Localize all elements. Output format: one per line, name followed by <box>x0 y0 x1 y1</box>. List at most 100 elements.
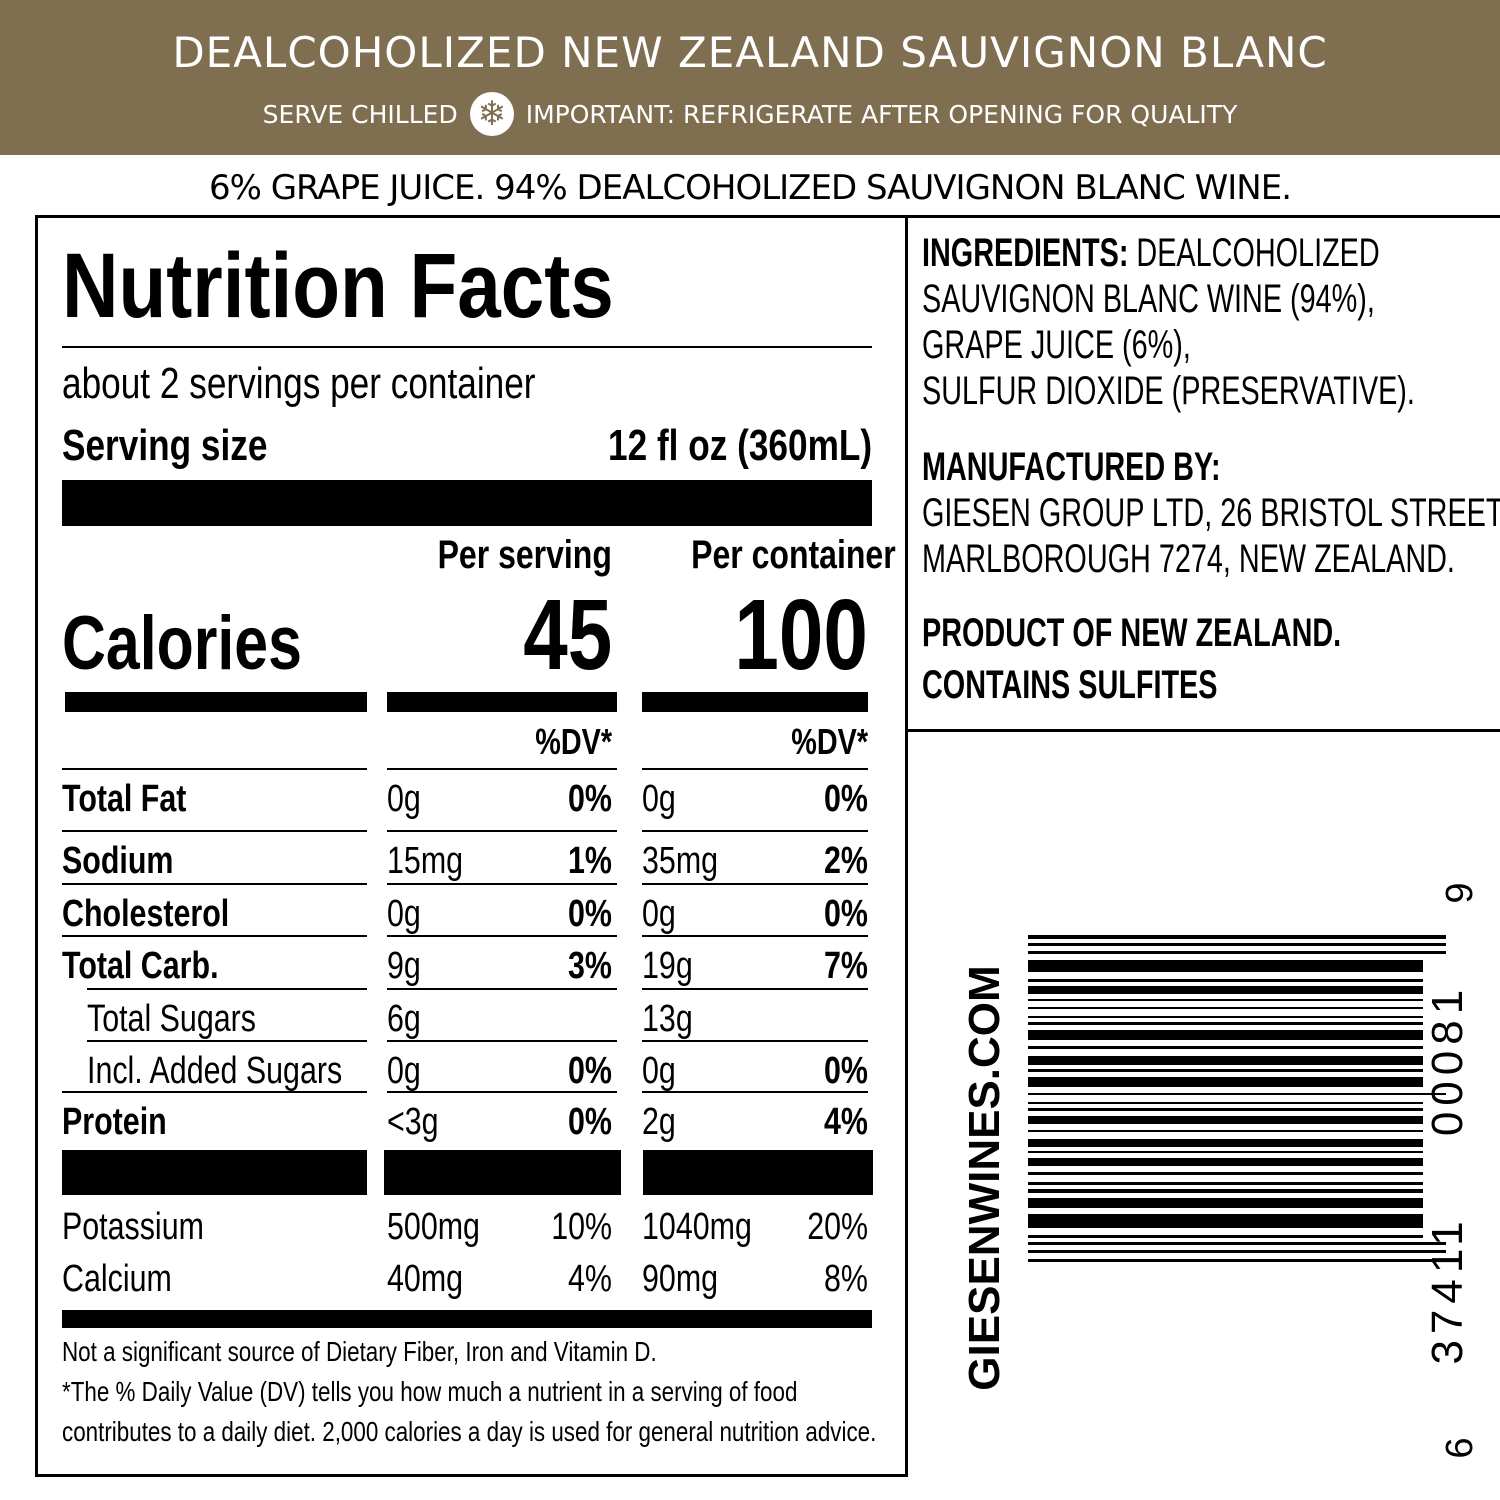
dv-per-container: 2% <box>824 840 868 882</box>
barcode-bar <box>1028 1007 1423 1009</box>
nutrition-facts-panel <box>35 215 908 1477</box>
amount-per-serving: 0g <box>387 893 421 935</box>
dv-per-container: 8% <box>824 1258 868 1300</box>
ingredients-line-2: SAUVIGNON BLANC WINE (94%), <box>922 277 1375 321</box>
barcode-bar <box>1028 1198 1423 1208</box>
amount-per-serving: 0g <box>387 778 421 820</box>
dv-header-container: %DV* <box>791 721 868 762</box>
barcode-bar <box>1028 979 1423 982</box>
barcode-bar <box>1028 943 1446 946</box>
barcode-left-digits: 37411 <box>1423 1215 1472 1365</box>
dv-per-container: 0% <box>824 893 868 935</box>
amount-per-container: 0g <box>642 778 676 820</box>
dv-per-serving: 3% <box>568 945 612 987</box>
barcode-bar <box>1028 986 1423 994</box>
amount-per-serving: 15mg <box>387 840 464 882</box>
footnote-dv-1: *The % Daily Value (DV) tells you how mu… <box>62 1376 798 1407</box>
barcode-bar <box>1028 1151 1423 1153</box>
serving-instructions: SERVE CHILLED ❄ IMPORTANT: REFRIGERATE A… <box>0 92 1500 136</box>
amount-per-serving: 500mg <box>387 1206 480 1248</box>
barcode-bar <box>1028 1130 1423 1132</box>
footnote-not-significant: Not a significant source of Dietary Fibe… <box>62 1336 657 1367</box>
dv-per-serving: 10% <box>551 1206 612 1248</box>
barcode-bar <box>1028 1259 1446 1262</box>
product-title: DEALCOHOLIZED NEW ZEALAND SAUVIGNON BLAN… <box>172 28 1328 77</box>
barcode-bar <box>1028 1189 1423 1193</box>
amount-per-container: 0g <box>642 1050 676 1092</box>
amount-per-container: 13g <box>642 998 693 1040</box>
amount-per-container: 19g <box>642 945 693 987</box>
barcode-bar <box>1028 951 1446 954</box>
mineral-label: Calcium <box>62 1258 172 1300</box>
mineral-label: Potassium <box>62 1206 204 1248</box>
dv-per-serving: 0% <box>568 1050 612 1092</box>
barcode-first-digit: 6 <box>1439 1437 1481 1459</box>
nutrient-label: Total Sugars <box>87 998 256 1040</box>
dv-per-serving: 0% <box>568 778 612 820</box>
serving-size-value: 12 fl oz (360mL) <box>607 421 872 470</box>
amount-per-serving: 0g <box>387 1050 421 1092</box>
amount-per-serving: 40mg <box>387 1258 464 1300</box>
dv-per-container: 20% <box>807 1206 868 1248</box>
nutrient-label: Incl. Added Sugars <box>87 1050 343 1092</box>
nutrient-label: Cholesterol <box>62 893 230 935</box>
amount-per-container: 1040mg <box>642 1206 752 1248</box>
footnote-dv-2: contributes to a daily diet. 2,000 calor… <box>62 1416 877 1447</box>
header-band <box>0 0 1500 155</box>
barcode-bar <box>1028 1116 1423 1124</box>
dv-per-serving: 1% <box>568 840 612 882</box>
barcode-bar <box>1028 1030 1423 1040</box>
barcode-bar <box>1028 1250 1446 1253</box>
snowflake-icon: ❄ <box>469 92 514 136</box>
dv-per-container: 4% <box>824 1101 868 1143</box>
barcode-bar <box>1028 1077 1423 1087</box>
servings-per-container: about 2 servings per container <box>62 359 536 408</box>
manufacturer-line-2: MARLBOROUGH 7274, NEW ZEALAND. <box>922 537 1455 581</box>
barcode-bar <box>1028 960 1423 972</box>
serve-chilled: SERVE CHILLED <box>262 99 458 129</box>
barcode-bar <box>1028 1242 1446 1245</box>
website[interactable]: GIESENWINES.COM <box>960 965 1009 1391</box>
ingredients-line-3: GRAPE JUICE (6%), <box>922 323 1191 367</box>
amount-per-serving: 6g <box>387 998 421 1040</box>
calories-label: Calories <box>62 601 302 686</box>
nutrition-title: Nutrition Facts <box>62 235 614 337</box>
amount-per-container: 35mg <box>642 840 719 882</box>
refrigerate-note: IMPORTANT: REFRIGERATE AFTER OPENING FOR… <box>525 99 1238 129</box>
dv-per-container: 0% <box>824 778 868 820</box>
barcode-bar <box>1028 1172 1423 1175</box>
amount-per-container: 0g <box>642 893 676 935</box>
dv-per-serving <box>387 1000 612 1038</box>
manufactured-by-label: MANUFACTURED BY: <box>922 445 1221 489</box>
barcode-bar <box>1028 1093 1446 1095</box>
info-panel <box>906 215 1500 732</box>
amount-per-serving: <3g <box>387 1101 439 1143</box>
barcode-bar <box>1028 1069 1423 1072</box>
nutrient-label: Protein <box>62 1101 167 1143</box>
nutrient-label: Total Fat <box>62 778 187 820</box>
dv-per-container: 7% <box>824 945 868 987</box>
nutrient-label: Total Carb. <box>62 945 219 987</box>
barcode-bar <box>1028 1102 1423 1104</box>
barcode-last-digit: 9 <box>1439 882 1481 904</box>
amount-per-container: 2g <box>642 1101 676 1143</box>
calories-per-serving: 45 <box>523 579 612 691</box>
dv-per-serving: 0% <box>568 893 612 935</box>
dv-per-container: 0% <box>824 1050 868 1092</box>
dv-per-serving: 0% <box>568 1101 612 1143</box>
barcode-bar <box>1028 1235 1423 1238</box>
dv-per-container <box>640 1000 868 1038</box>
ingredients-line-4: SULFUR DIOXIDE (PRESERVATIVE). <box>922 369 1415 413</box>
barcode-bar <box>1028 1046 1423 1049</box>
barcode-bar <box>1028 1108 1423 1111</box>
blend-statement: 6% GRAPE JUICE. 94% DEALCOHOLIZED SAUVIG… <box>208 168 1292 208</box>
manufacturer-line-1: GIESEN GROUP LTD, 26 BRISTOL STREET, <box>922 491 1500 535</box>
amount-per-container: 90mg <box>642 1258 719 1300</box>
dv-per-serving: 4% <box>568 1258 612 1300</box>
barcode-bar <box>1028 1158 1423 1166</box>
barcode-bar <box>1028 1056 1423 1065</box>
contains-sulfites: CONTAINS SULFITES <box>922 663 1218 707</box>
barcode-right-digits: 00081 <box>1423 983 1472 1137</box>
nutrient-label: Sodium <box>62 840 174 882</box>
per-serving-header: Per serving <box>437 533 612 577</box>
